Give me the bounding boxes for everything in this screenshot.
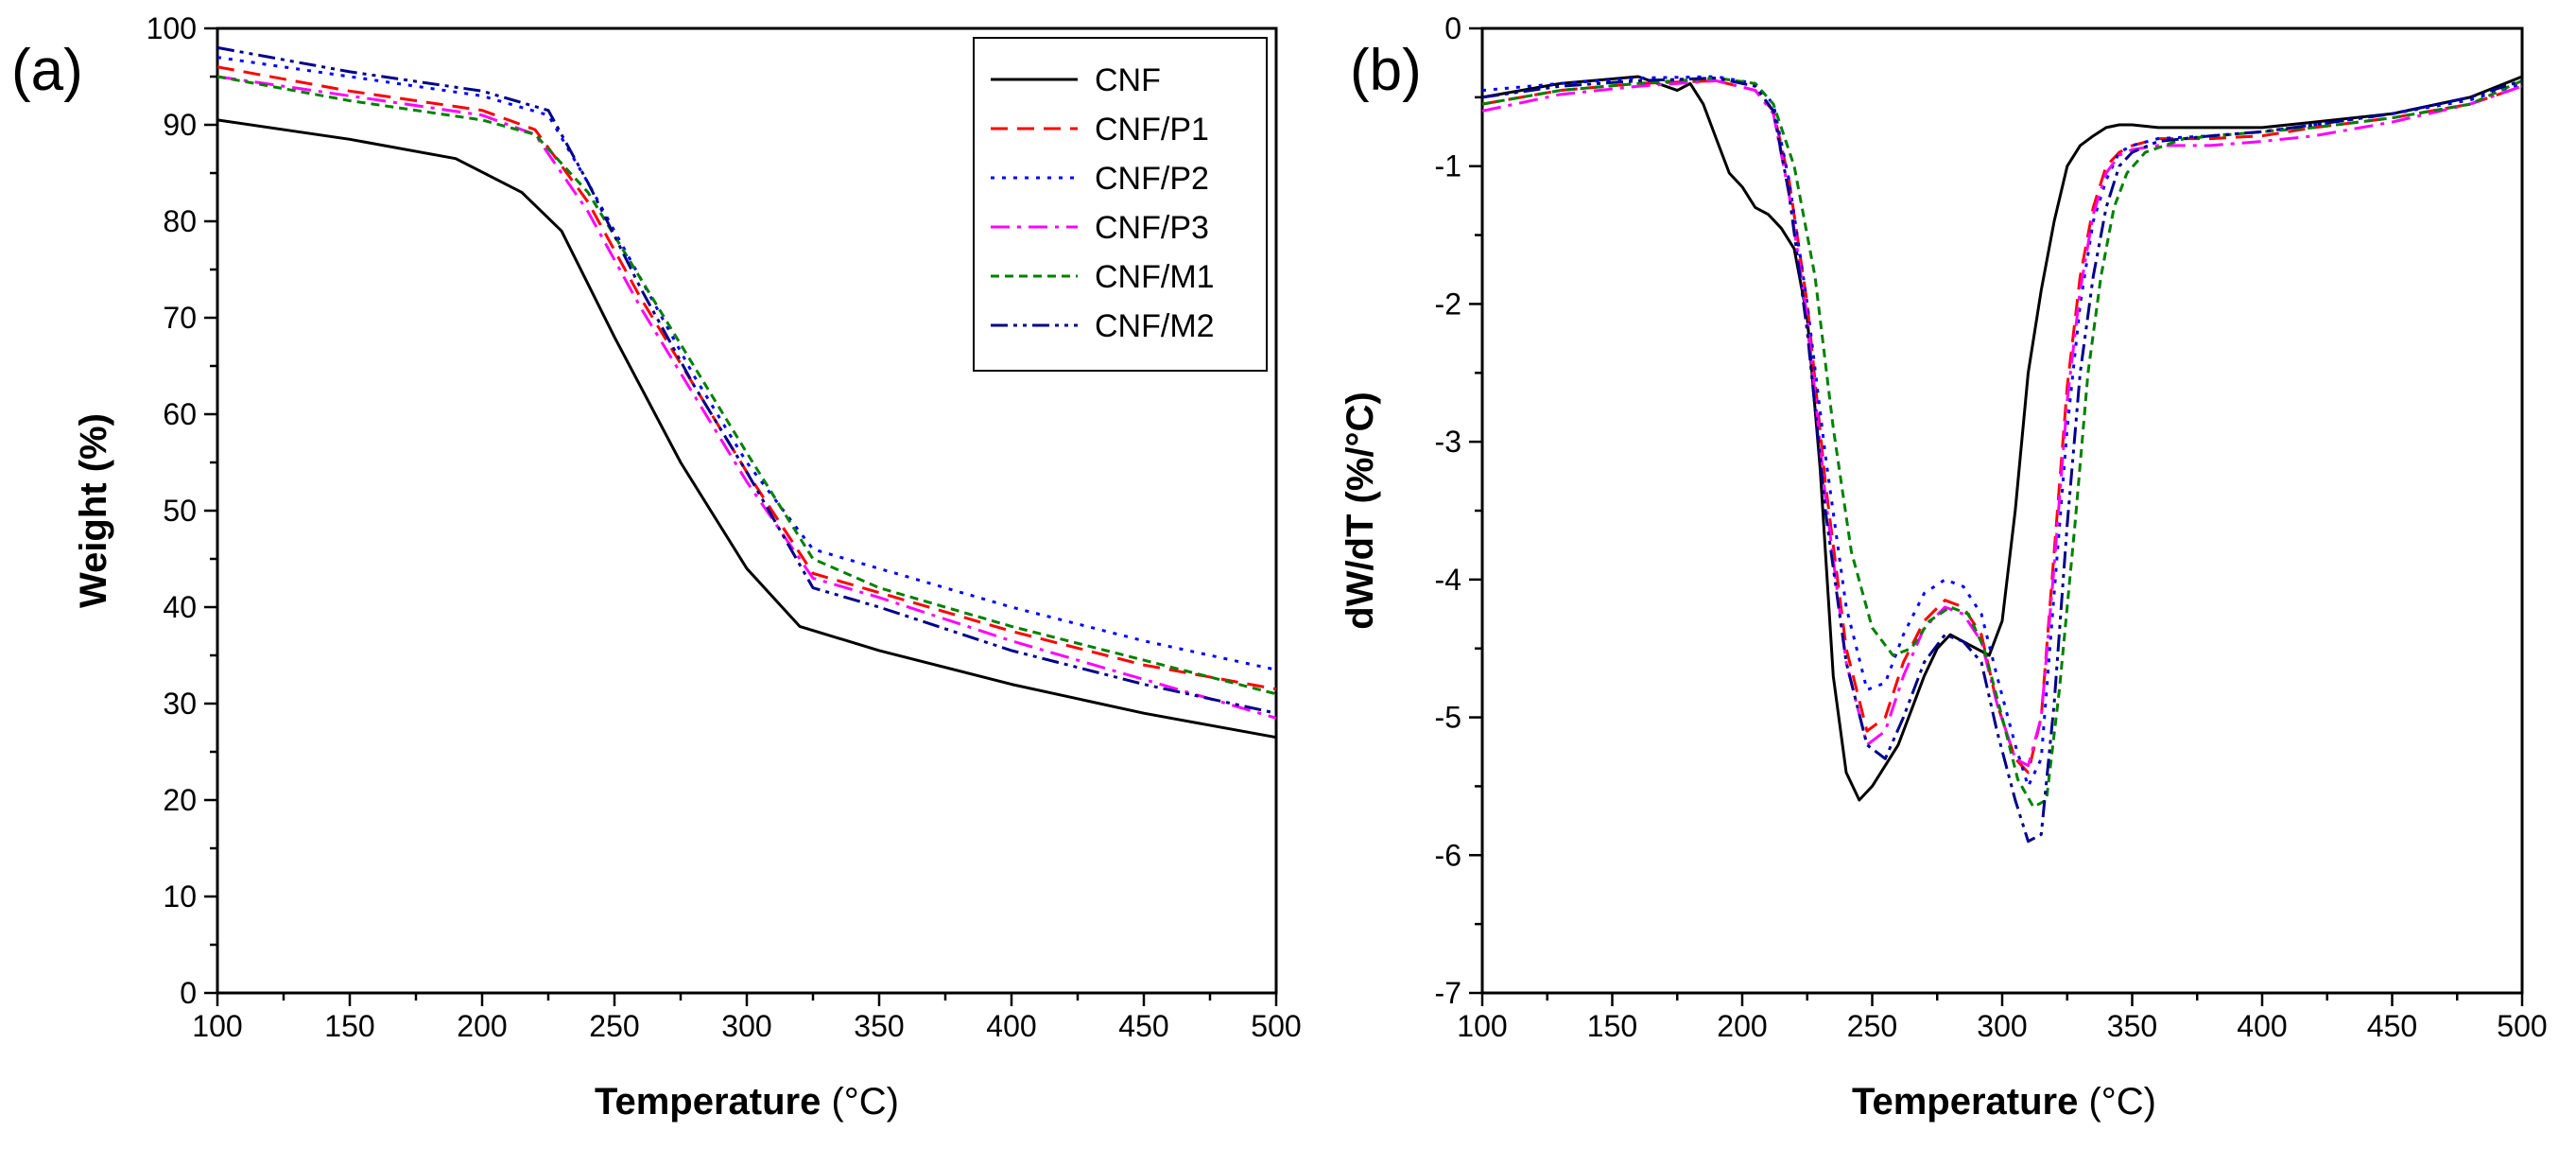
series-line-a-cnf-p1 [216,65,1277,691]
x-tick-label-b-450: 450 [2367,1009,2417,1043]
x-tick-label-b-300: 300 [1977,1009,2027,1043]
series-line-b-cnf-p3 [1481,78,2523,768]
panel-a-label: (a) [11,38,83,103]
legend-label-cnf: CNF [1095,62,1161,98]
x-tick-label-a-250: 250 [589,1009,639,1043]
x-tick-label-b-150: 150 [1587,1009,1637,1043]
y-axis-label-a: Weight (%) [73,413,114,608]
x-tick-label-b-200: 200 [1717,1009,1767,1043]
series-line-a-cnf-p3 [216,75,1277,720]
legend-label-cnf-p3: CNF/P3 [1095,210,1209,246]
y-tick-label-a-70: 70 [163,301,197,335]
series-line-b-cnf-p1 [1481,78,2523,775]
series-line-b-cnf [1481,75,2523,802]
x-tick-label-b-400: 400 [2237,1009,2287,1043]
panel-a: (a) 100 150 200 250 300 350 400 450 500 0 10 20 30 40… [11,11,1302,1123]
x-tick-label-a-500: 500 [1251,1009,1301,1043]
legend-label-cnf-m2: CNF/M2 [1095,308,1215,344]
panel-b: (b) 100 150 200 250 300 350 400 450 500 -7 -6 -5 -4 -… [1340,11,2548,1123]
panel-b-label: (b) [1350,38,1422,103]
legend-box [973,37,1268,372]
x-tick-label-b-500: 500 [2497,1009,2547,1043]
y-tick-label-b--5: -5 [1435,701,1461,735]
legend: CNF CNF/P1 CNF/P2 CNF/P3 CNF/M1 CNF/M2 [973,37,1268,372]
x-tick-label-a-100: 100 [192,1009,242,1043]
x-axis-unit-b: (°C) [2088,1081,2156,1123]
y-tick-label-a-20: 20 [163,783,197,817]
ticks-b: 100 150 200 250 300 350 400 450 500 -7 -6 -5 -4 -3 -2 -… [1435,11,2548,1043]
x-axis-label-b-text: Temperature [1852,1081,2078,1123]
x-axis-label-a-text: Temperature [595,1081,821,1123]
y-tick-label-b--1: -1 [1435,149,1461,183]
x-tick-label-a-400: 400 [986,1009,1036,1043]
x-axis-label-a: Temperature (°C) [595,1081,899,1123]
series-line-b-cnf-p2 [1481,75,2523,788]
series-line-a-cnf [216,118,1277,740]
legend-label-cnf-m1: CNF/M1 [1095,259,1215,295]
legend-label-cnf-p2: CNF/P2 [1095,161,1209,197]
x-tick-label-a-150: 150 [324,1009,374,1043]
y-tick-label-a-40: 40 [163,590,197,624]
y-tick-label-a-90: 90 [163,108,197,142]
y-tick-label-a-100: 100 [147,11,197,45]
y-tick-label-b--3: -3 [1435,425,1461,459]
x-tick-label-a-350: 350 [854,1009,904,1043]
y-tick-label-b--7: -7 [1435,976,1461,1010]
series-line-b-cnf-m1 [1481,77,2523,809]
y-tick-label-a-50: 50 [163,494,197,528]
x-tick-label-a-300: 300 [721,1009,771,1043]
series-line-b-cnf-m2 [1481,77,2523,844]
x-axis-unit-a: (°C) [831,1081,899,1123]
y-tick-label-b-0: 0 [1444,11,1461,45]
series-line-a-cnf-m1 [216,75,1277,696]
x-tick-label-b-350: 350 [2107,1009,2157,1043]
legend-label-cnf-p1: CNF/P1 [1095,112,1209,148]
x-tick-label-b-250: 250 [1847,1009,1897,1043]
y-axis-label-b: dW/dT (%/°C) [1340,392,1381,629]
y-tick-label-a-0: 0 [180,976,197,1010]
ticks-a: 100 150 200 250 300 350 400 450 500 0 10 20 30 40 50 60… [147,11,1302,1043]
series-lines-b [1481,75,2523,844]
y-tick-label-a-60: 60 [163,397,197,431]
y-tick-label-b--4: -4 [1435,563,1461,597]
y-tick-label-b--2: -2 [1435,287,1461,321]
y-tick-label-a-30: 30 [163,687,197,721]
x-tick-label-b-100: 100 [1457,1009,1507,1043]
y-tick-label-a-80: 80 [163,204,197,238]
x-tick-label-a-200: 200 [457,1009,507,1043]
series-lines-a [216,45,1277,740]
series-line-a-cnf-m2 [216,45,1277,715]
x-axis-label-b: Temperature (°C) [1852,1081,2156,1123]
y-tick-label-b--6: -6 [1435,838,1461,872]
x-tick-label-a-450: 450 [1118,1009,1168,1043]
plot-area-b [1480,26,2524,995]
legend-items: CNF CNF/P1 CNF/P2 CNF/P3 CNF/M1 CNF/M2 [991,62,1215,344]
y-tick-label-a-10: 10 [163,879,197,914]
